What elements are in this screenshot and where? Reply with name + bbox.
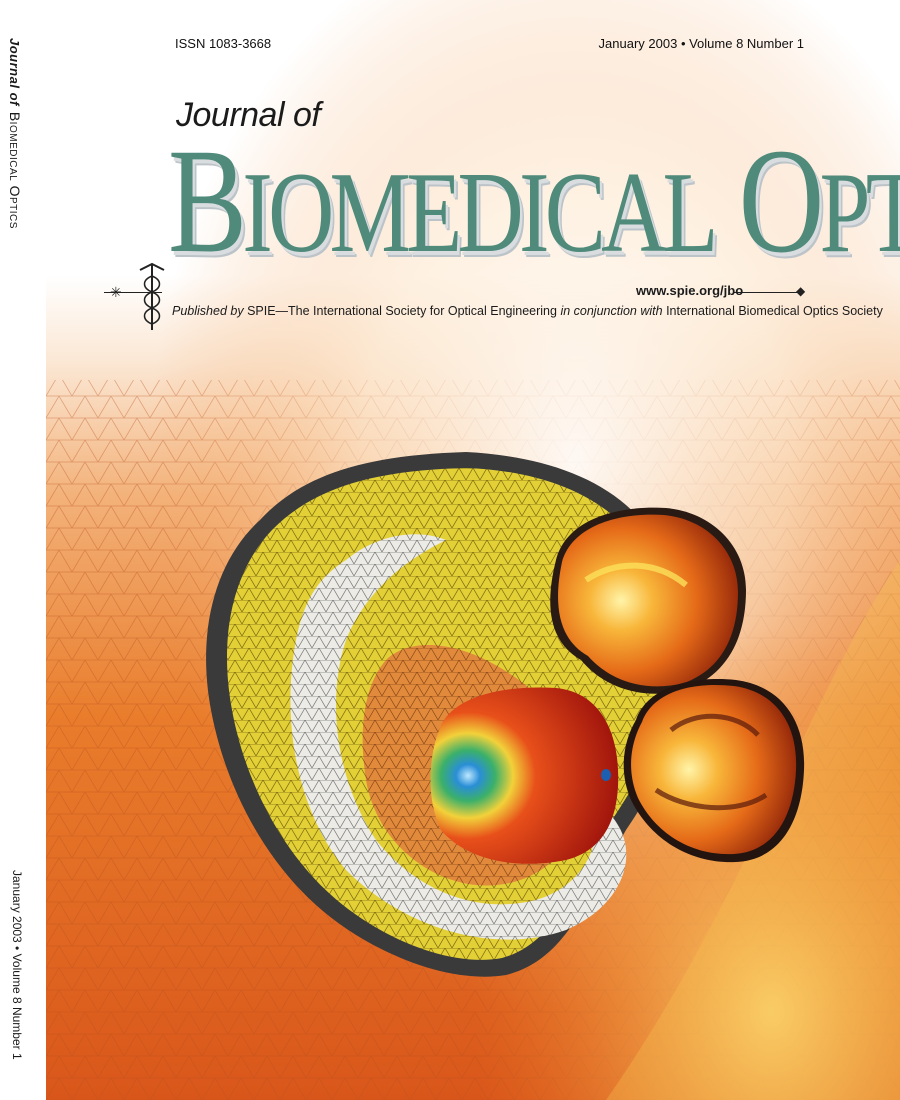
star-right-icon: ◆ <box>796 284 806 298</box>
journal-title: BIOMEDICAL OPTICS <box>168 126 900 288</box>
spine-journal-name: Biomedical Optics <box>7 111 23 229</box>
rule-right <box>734 292 800 293</box>
rule-left <box>104 292 162 293</box>
title-letter-o: O <box>738 118 825 284</box>
partner-name: International Biomedical Optics Society <box>666 304 883 318</box>
sphere-top <box>558 514 738 687</box>
published-by: Published by <box>172 304 244 318</box>
issue-date: January 2003 • Volume 8 Number 1 <box>598 36 804 51</box>
title-iomedical: IOMEDICAL <box>242 149 718 277</box>
journal-of: Journal of <box>176 96 321 134</box>
cover-illustration <box>46 0 900 1100</box>
journal-url: www.spie.org/jbo <box>636 283 744 298</box>
title-letter-b: B <box>168 118 247 284</box>
publisher-name: SPIE—The International Society for Optic… <box>247 304 557 318</box>
spine-journal-of: Journal of <box>7 38 22 106</box>
spine: Journal of Biomedical Optics January 2003… <box>0 0 46 1100</box>
star-left-icon: ✳ <box>110 284 122 300</box>
publisher-line: Published by SPIE—The International Soci… <box>172 304 883 318</box>
spine-issue: January 2003 • Volume 8 Number 1 <box>10 870 24 1060</box>
issn: ISSN 1083-3668 <box>175 36 272 51</box>
sphere-center <box>430 687 619 864</box>
mesh-white-band <box>290 534 627 940</box>
spine-title: Journal of Biomedical Optics <box>7 38 23 229</box>
in-conjunction: in conjunction with <box>560 304 663 318</box>
caduceus-icon <box>139 262 165 330</box>
cover-artwork <box>46 0 900 1100</box>
title-ptics: PTICS <box>819 149 900 277</box>
